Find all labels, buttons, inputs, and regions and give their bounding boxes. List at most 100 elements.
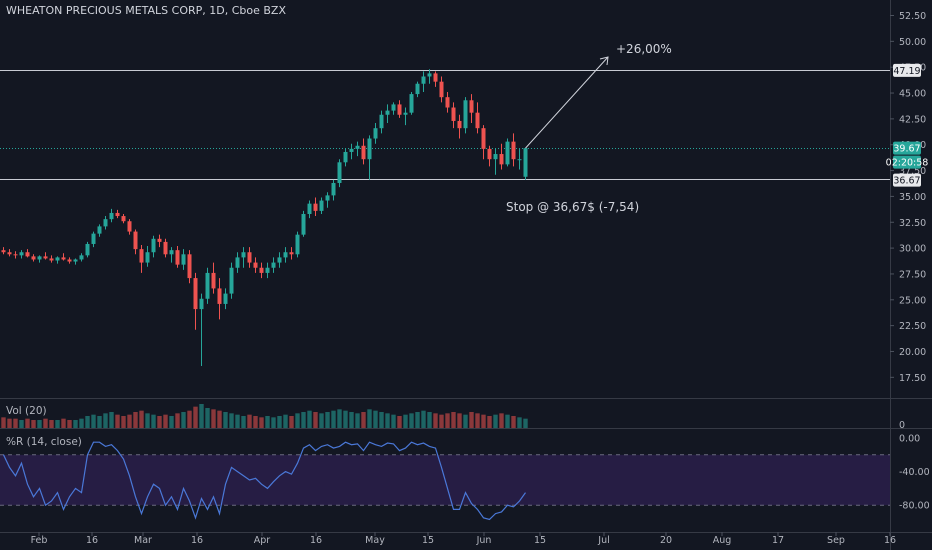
candle-body <box>475 112 480 129</box>
volume-bar <box>73 420 78 428</box>
target-arrow-head <box>599 56 609 66</box>
price-levels[interactable] <box>0 70 890 180</box>
candle-body <box>427 73 432 77</box>
volume-bar <box>265 416 270 428</box>
volume-bar <box>217 410 222 428</box>
volume-bar <box>223 412 228 428</box>
volume-bar <box>517 417 522 428</box>
volume-bar <box>433 413 438 428</box>
volume-bar <box>1 417 6 428</box>
volume-bar <box>235 414 240 428</box>
candle-body <box>91 233 96 244</box>
candle-body <box>277 257 282 263</box>
volume-tick-label: 0 <box>899 420 905 431</box>
volume-bar <box>379 412 384 428</box>
candle-body <box>19 252 24 256</box>
volume-bar <box>475 413 480 428</box>
volume-bar <box>397 416 402 428</box>
wr-tick-label: -80.00 <box>899 501 930 512</box>
candle-body <box>43 256 48 259</box>
candle-body <box>433 73 438 82</box>
volume-bar <box>139 410 144 428</box>
candle-body <box>283 252 288 258</box>
candle-body <box>493 154 498 160</box>
candle-body <box>241 252 246 258</box>
volume-bar <box>277 416 282 428</box>
candle-body <box>133 231 138 250</box>
time-label: 16 <box>310 535 322 546</box>
candle-body <box>349 148 354 152</box>
candle-body <box>193 278 198 310</box>
volume-bar <box>175 413 180 428</box>
candle-body <box>409 94 414 113</box>
volume-bar <box>457 413 462 428</box>
price-tick-label: 17.50 <box>899 373 926 384</box>
candle-body <box>121 216 126 222</box>
badge-current-bg <box>893 141 921 155</box>
candle-body <box>139 249 144 263</box>
volume-bar <box>283 414 288 428</box>
volume-bar <box>247 414 252 428</box>
volume-bar <box>25 418 30 428</box>
volume-bar <box>523 418 528 428</box>
time-label: 15 <box>422 535 434 546</box>
volume-bar <box>331 410 336 428</box>
volume-bar <box>349 412 354 428</box>
badge-current: 39.67 <box>893 144 920 155</box>
price-tick-label: 42.50 <box>899 114 926 125</box>
price-axis[interactable]: 52.5050.0047.5045.0042.5040.0037.5035.00… <box>890 11 930 512</box>
volume-bar <box>313 412 318 428</box>
candle-body <box>379 114 384 129</box>
candle-body <box>211 272 216 289</box>
volume-bar <box>163 414 168 428</box>
candle-body <box>439 81 444 98</box>
volume-bar <box>205 408 210 428</box>
volume-bar <box>487 416 492 428</box>
time-axis[interactable]: Feb 16 Mar 16 Apr 16 May 15 Jun 15 Jul 20 Aug 17 Sep 16 <box>31 532 896 546</box>
candle-body <box>37 256 42 260</box>
candle-body <box>55 257 60 261</box>
badge-countdown: 02:20:58 <box>886 158 929 169</box>
price-tick-label: 35.00 <box>899 192 926 203</box>
volume-bar <box>79 418 84 428</box>
candle-body <box>295 234 300 255</box>
volume-bar <box>259 417 264 428</box>
target-arrow[interactable] <box>525 56 609 149</box>
candle-body <box>103 219 108 227</box>
candle-body <box>151 238 156 253</box>
time-label: 20 <box>660 535 672 546</box>
candle-body <box>145 252 150 263</box>
candle-body <box>247 252 252 263</box>
time-label: 16 <box>191 535 203 546</box>
candle-body <box>301 213 306 235</box>
candle-body <box>127 221 132 232</box>
volume-label[interactable]: Vol (20) <box>6 405 47 417</box>
candle-body <box>271 262 276 268</box>
volume-bar <box>187 410 192 428</box>
wr-tick-label: -40.00 <box>899 467 930 478</box>
time-label: 15 <box>534 535 546 546</box>
williams-r-label[interactable]: %R (14, close) <box>6 436 82 448</box>
price-tick-label: 50.00 <box>899 37 926 48</box>
candle-body <box>253 262 258 268</box>
candle-body <box>355 145 360 149</box>
volume-bar <box>7 418 12 428</box>
time-label: Apr <box>254 535 271 546</box>
target-gain-label: +26,00% <box>616 42 672 56</box>
volume-bar <box>193 406 198 428</box>
candle-body <box>259 267 264 273</box>
volume-bar <box>103 413 108 428</box>
volume-bar <box>169 416 174 428</box>
volume-bars <box>1 404 528 428</box>
time-label: Jul <box>597 535 609 546</box>
candle-body <box>463 100 468 129</box>
candle-body <box>223 293 228 304</box>
volume-bar <box>493 414 498 428</box>
volume-bar <box>325 412 330 428</box>
volume-bar <box>511 416 516 428</box>
volume-bar <box>361 412 366 428</box>
candle-body <box>445 97 450 108</box>
candle-body <box>415 83 420 95</box>
